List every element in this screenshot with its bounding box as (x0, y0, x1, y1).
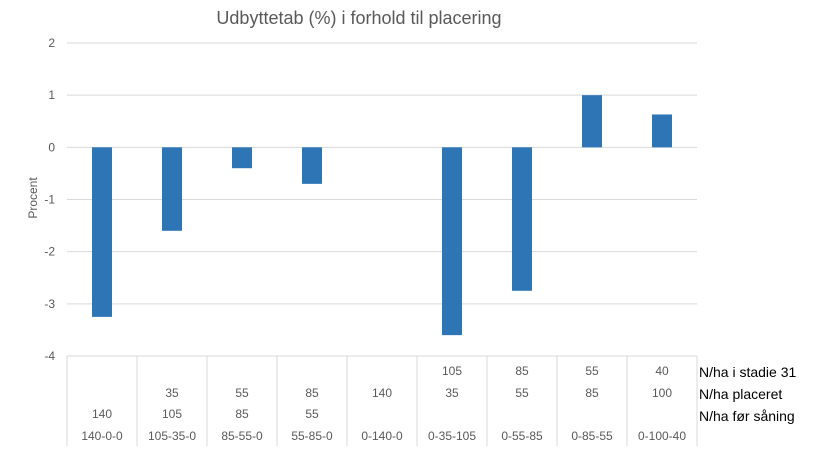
table-cell: 105 (162, 407, 182, 421)
gridlines (67, 42, 697, 357)
bar (302, 147, 322, 184)
table-cell: 55 (235, 386, 249, 400)
y-tick-label: -2 (44, 245, 55, 259)
bar (442, 147, 462, 336)
table-cell: 40 (655, 364, 669, 378)
table-cell: 55 (515, 386, 529, 400)
y-tick-label: 2 (48, 36, 55, 50)
bar (162, 147, 182, 231)
bar (92, 147, 112, 317)
table-cell: 85 (515, 364, 529, 378)
x-tick-label: 0-140-0 (361, 429, 403, 443)
table-cell: 55 (305, 407, 319, 421)
table-cell: 85 (305, 386, 319, 400)
y-tick-label: 1 (48, 88, 55, 102)
x-tick-label: 140-0-0 (81, 429, 123, 443)
row-label: N/ha før såning (699, 408, 795, 424)
x-tick-label: 55-85-0 (291, 429, 333, 443)
bar (582, 95, 602, 148)
bar (512, 147, 532, 291)
y-tick-label: 0 (48, 140, 55, 154)
y-tick-label: -4 (44, 349, 55, 363)
table-cell: 35 (165, 386, 179, 400)
table-cell: 55 (585, 364, 599, 378)
y-tick-label: -3 (44, 297, 55, 311)
row-label: N/ha i stadie 31 (699, 364, 796, 380)
x-tick-label: 0-55-85 (501, 429, 543, 443)
table-cell: 105 (442, 364, 462, 378)
table-row-labels: N/ha i stadie 31 N/ha placeret N/ha før så… (699, 364, 796, 424)
table-cell: 35 (445, 386, 459, 400)
table-cell: 85 (235, 407, 249, 421)
row-label: N/ha placeret (699, 386, 782, 402)
bar (652, 114, 672, 148)
table-cell: 85 (585, 386, 599, 400)
x-tick-label: 105-35-0 (148, 429, 196, 443)
x-tick-label: 0-35-105 (428, 429, 476, 443)
bars (92, 95, 672, 336)
category-table: 140 140-0-0 35 105 105-35-0 55 85 85-55-0 85 55 55… (66, 356, 698, 446)
y-axis-label: Procent (26, 177, 40, 219)
y-axis-ticks: 2 1 0 -1 -2 -3 -4 (44, 36, 55, 363)
x-tick-label: 0-100-40 (638, 429, 686, 443)
bar (232, 147, 252, 169)
chart-title: Udbyttetab (%) i forhold til placering (216, 8, 501, 28)
x-tick-label: 85-55-0 (221, 429, 263, 443)
x-tick-label: 0-85-55 (571, 429, 613, 443)
y-tick-label: -1 (44, 193, 55, 207)
table-cell: 140 (372, 386, 392, 400)
table-cell: 140 (92, 407, 112, 421)
table-cell: 100 (652, 386, 672, 400)
